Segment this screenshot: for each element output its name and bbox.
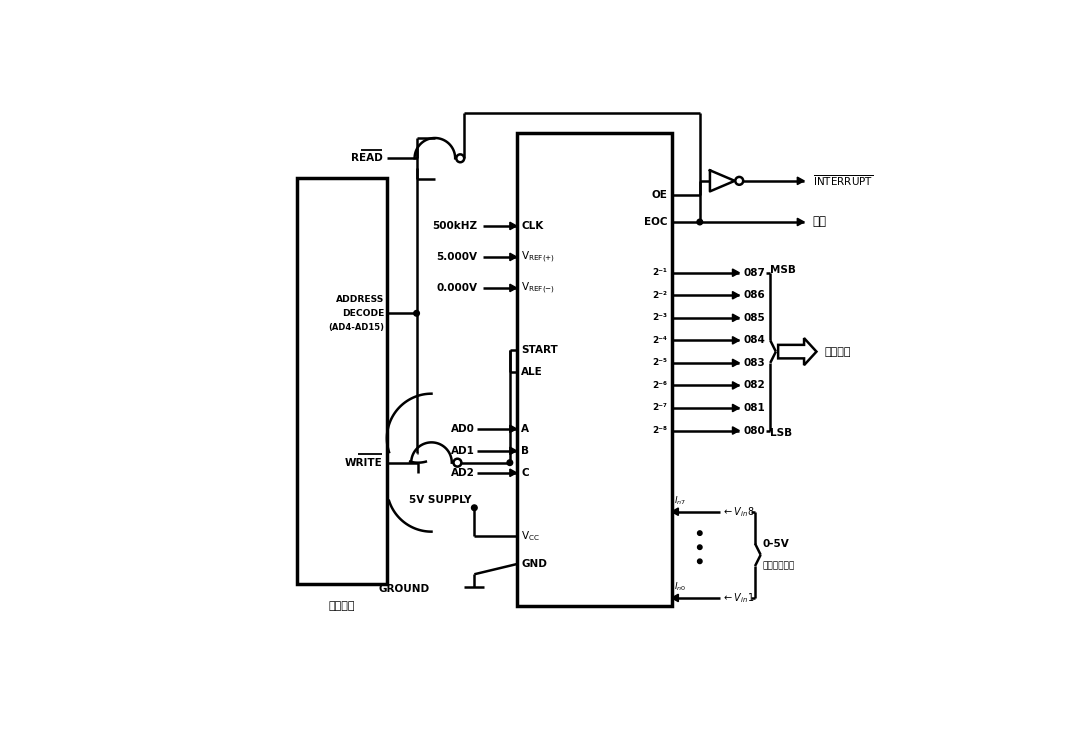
Polygon shape bbox=[672, 594, 678, 602]
Text: 2⁻⁴: 2⁻⁴ bbox=[652, 336, 667, 345]
Text: EOC: EOC bbox=[643, 217, 667, 227]
Text: $\mathrm{V_{REF(-)}}$: $\mathrm{V_{REF(-)}}$ bbox=[521, 280, 556, 296]
Text: 5V SUPPLY: 5V SUPPLY bbox=[409, 495, 472, 505]
Polygon shape bbox=[672, 508, 678, 515]
Text: 微处理器: 微处理器 bbox=[329, 601, 355, 610]
Text: 086: 086 bbox=[743, 291, 766, 300]
Text: MSB: MSB bbox=[770, 265, 796, 275]
Text: 2⁻⁸: 2⁻⁸ bbox=[652, 426, 667, 435]
Polygon shape bbox=[510, 223, 516, 230]
Text: 2⁻⁷: 2⁻⁷ bbox=[652, 403, 667, 413]
Text: $\leftarrow V_{in}1$: $\leftarrow V_{in}1$ bbox=[723, 591, 755, 605]
Polygon shape bbox=[797, 177, 804, 184]
Text: GND: GND bbox=[521, 559, 547, 569]
Polygon shape bbox=[732, 359, 739, 367]
Text: ADDRESS: ADDRESS bbox=[336, 295, 384, 304]
Text: (AD4-AD15): (AD4-AD15) bbox=[328, 323, 384, 332]
Text: READ: READ bbox=[350, 153, 382, 163]
Polygon shape bbox=[732, 314, 739, 321]
Text: 500kHZ: 500kHZ bbox=[432, 221, 477, 231]
Text: A: A bbox=[521, 424, 529, 434]
Text: 082: 082 bbox=[743, 381, 766, 390]
Text: 2⁻⁵: 2⁻⁵ bbox=[652, 359, 667, 367]
Polygon shape bbox=[510, 425, 516, 433]
Text: 2⁻¹: 2⁻¹ bbox=[652, 268, 667, 277]
Polygon shape bbox=[510, 447, 516, 455]
Text: B: B bbox=[521, 446, 529, 456]
Text: LSB: LSB bbox=[770, 428, 792, 438]
Polygon shape bbox=[732, 269, 739, 277]
Text: AD2: AD2 bbox=[450, 468, 474, 478]
Bar bbox=[297, 178, 387, 584]
Text: DECODE: DECODE bbox=[342, 309, 384, 318]
Text: 5.000V: 5.000V bbox=[436, 252, 477, 262]
Text: 2⁻³: 2⁻³ bbox=[652, 313, 667, 322]
Bar bbox=[516, 133, 672, 606]
Text: $\mathrm{V_{CC}}$: $\mathrm{V_{CC}}$ bbox=[521, 529, 540, 543]
Polygon shape bbox=[732, 291, 739, 299]
Text: OE: OE bbox=[651, 190, 667, 200]
Text: GROUND: GROUND bbox=[378, 584, 430, 594]
Text: $I_{n7}$: $I_{n7}$ bbox=[675, 495, 687, 507]
Polygon shape bbox=[797, 218, 804, 225]
Text: $\mathrm{V_{REF(+)}}$: $\mathrm{V_{REF(+)}}$ bbox=[521, 249, 556, 265]
Text: C: C bbox=[521, 468, 528, 478]
Circle shape bbox=[472, 505, 477, 511]
Text: ALE: ALE bbox=[521, 367, 542, 378]
FancyArrow shape bbox=[778, 338, 817, 365]
Polygon shape bbox=[732, 404, 739, 411]
Text: 中断: 中断 bbox=[813, 215, 827, 228]
Text: 080: 080 bbox=[743, 425, 766, 436]
Polygon shape bbox=[732, 381, 739, 389]
Text: 模拟输入范围: 模拟输入范围 bbox=[763, 561, 795, 570]
Text: 2⁻⁶: 2⁻⁶ bbox=[652, 381, 667, 390]
Text: 085: 085 bbox=[743, 313, 766, 323]
Polygon shape bbox=[510, 469, 516, 477]
Text: 084: 084 bbox=[743, 335, 766, 346]
Text: $\leftarrow V_{in}8$: $\leftarrow V_{in}8$ bbox=[723, 505, 755, 518]
Text: $\overline{\mathrm{INTERRUPT}}$: $\overline{\mathrm{INTERRUPT}}$ bbox=[813, 173, 872, 188]
Circle shape bbox=[413, 310, 420, 316]
Polygon shape bbox=[732, 337, 739, 344]
Text: $I_{n0}$: $I_{n0}$ bbox=[675, 581, 687, 594]
Polygon shape bbox=[510, 253, 516, 261]
Text: 0-5V: 0-5V bbox=[763, 539, 790, 548]
Text: AD0: AD0 bbox=[450, 424, 474, 434]
Circle shape bbox=[698, 559, 702, 564]
Text: 2⁻²: 2⁻² bbox=[652, 291, 667, 300]
Polygon shape bbox=[732, 427, 739, 434]
Circle shape bbox=[698, 545, 702, 550]
Text: 083: 083 bbox=[743, 358, 766, 368]
Circle shape bbox=[507, 460, 512, 466]
Text: 087: 087 bbox=[743, 268, 766, 277]
Circle shape bbox=[697, 219, 703, 225]
Text: WRITE: WRITE bbox=[345, 458, 382, 468]
Polygon shape bbox=[710, 171, 735, 191]
Polygon shape bbox=[510, 284, 516, 291]
Text: AD1: AD1 bbox=[450, 446, 474, 456]
Text: 081: 081 bbox=[743, 403, 766, 413]
Text: CLK: CLK bbox=[521, 221, 544, 231]
Circle shape bbox=[698, 531, 702, 535]
Text: START: START bbox=[521, 345, 558, 355]
Text: 0.000V: 0.000V bbox=[436, 283, 477, 293]
Text: 数字输出: 数字输出 bbox=[825, 347, 851, 356]
